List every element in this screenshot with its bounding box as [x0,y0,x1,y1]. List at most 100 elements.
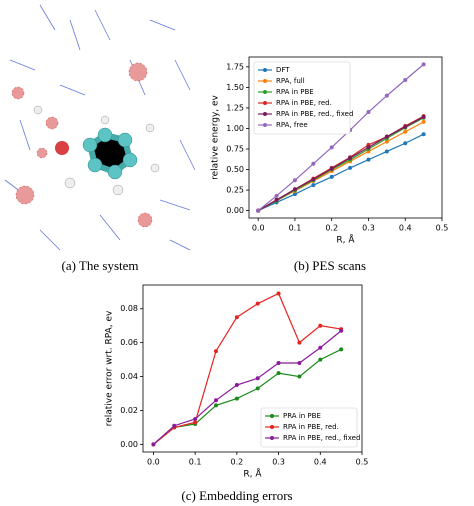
legend-marker [263,123,267,127]
x-tick-label: 0.5 [436,224,449,233]
x-tick-label: 0.2 [325,224,338,233]
legend-marker [270,436,274,440]
series-line [257,117,424,212]
y-tick-label: 0.50 [226,165,244,174]
point [214,403,218,408]
legend-box [260,407,358,448]
y-tick-label: 0.00 [120,440,138,449]
y-tick-label: 1.75 [226,62,244,71]
caption: (a) The system [61,258,138,273]
point [274,193,279,198]
point [234,396,239,401]
y-tick-label: 0.04 [120,372,138,381]
x-axis-label: R, Å [243,468,262,480]
point [297,340,302,345]
point [234,315,239,320]
y-axis-label: relative energy, ev [211,94,221,179]
y-tick-label: 1.25 [226,103,244,112]
legend-label: RPA, full [276,77,305,85]
legend-marker [270,425,274,429]
point [193,420,198,425]
point [276,371,281,376]
point [311,161,316,166]
point [329,174,334,179]
legend-label: RPA in PBE, red., fixed [283,434,360,442]
legend-label: RPA in PBE, red., fixed [276,110,353,118]
series-line [153,292,342,445]
point [366,110,371,115]
point [348,165,353,170]
series-line [257,116,424,212]
x-tick-label: 0.5 [356,458,369,467]
point [318,357,323,362]
legend-label: PRA in PBE [283,412,321,420]
legend-label: RPA in PBE, red. [276,99,332,107]
x-tick-label: 0.4 [399,224,412,233]
point [193,416,198,421]
caption: (b) PES scans [294,258,366,273]
point [421,62,426,67]
point [348,156,353,161]
x-tick-label: 0.3 [362,224,375,233]
point [255,301,260,306]
series-line [257,63,425,212]
x-tick-label: 0.1 [189,458,202,467]
x-tick-label: 0.4 [314,458,327,467]
y-tick-label: 0.08 [120,304,138,313]
point [256,208,261,213]
plot-frame [248,56,443,219]
point [403,78,408,82]
point [366,145,371,150]
point [172,423,177,428]
point [292,192,297,197]
plot-frame [142,284,363,453]
legend-label: RPA in PBE, red. [283,423,339,431]
point [421,119,426,124]
legend-marker [263,79,267,83]
x-tick-label: 0.0 [147,458,160,467]
point [214,349,218,354]
legend-marker [263,68,267,72]
point [292,187,297,192]
series-line [153,330,342,445]
point [421,114,426,119]
legend-marker [263,90,267,94]
point [297,374,302,379]
series-line [257,133,424,212]
legend-label: RPA, free [276,121,308,129]
point [403,129,408,134]
point [255,376,260,381]
legend-marker [263,112,267,116]
point [421,132,426,137]
point [384,134,389,139]
x-axis-label: R, Å [336,234,355,246]
y-axis-label: relative error wrt. RPA, ev [105,310,115,426]
point [276,360,281,365]
y-tick-label: 0.02 [120,406,138,415]
point [318,345,323,350]
point [366,157,371,162]
point [214,398,218,403]
point [403,124,408,129]
series-line [153,348,342,445]
point [297,360,302,365]
point [384,93,389,98]
y-tick-label: 0.00 [226,206,244,215]
point [311,177,316,182]
legend-marker [270,414,274,418]
y-tick-label: 1.50 [226,83,244,92]
point [403,141,408,146]
point [276,291,281,296]
point [339,328,344,333]
point [274,197,279,202]
y-tick-label: 1.00 [226,124,244,133]
point [384,139,389,144]
point [329,145,334,150]
point [292,178,297,183]
legend-label: DFT [276,66,290,74]
y-tick-label: 0.06 [120,338,138,347]
y-tick-label: 0.75 [226,145,244,154]
point [151,442,156,447]
x-tick-label: 0.2 [230,458,243,467]
